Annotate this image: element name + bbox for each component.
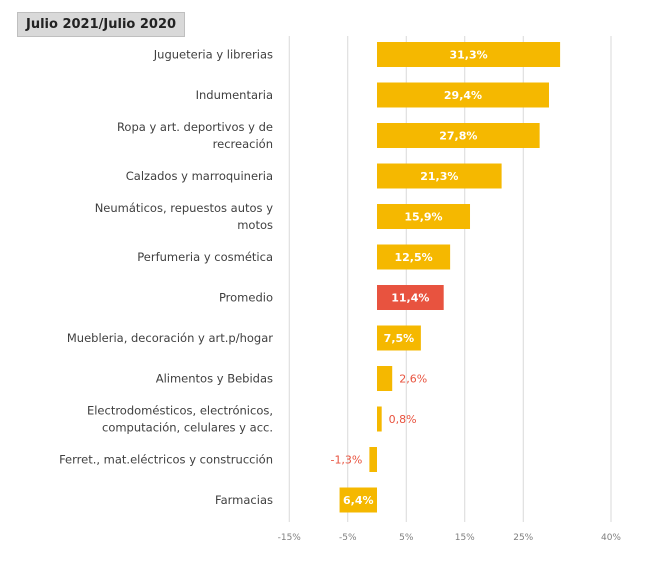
data-label-10: -1,3%: [330, 454, 362, 467]
bar-3: [377, 163, 502, 189]
x-axis-ticks: -15% -5% 5% 15% 25% 40%: [278, 533, 622, 543]
bar-1: [377, 82, 549, 108]
data-label-4: 15,9%: [404, 211, 442, 224]
bar-2: [377, 123, 540, 148]
category-label-line: Perfumeria y cosmética: [137, 250, 273, 264]
x-tick-label-0: -15%: [278, 533, 302, 543]
data-label-0: 31,3%: [449, 49, 487, 62]
category-label-4: Neumáticos, repuestos autos y motos: [95, 201, 274, 232]
category-label-6: Promedio: [219, 291, 273, 305]
data-label-5: 12,5%: [394, 251, 432, 264]
data-label-6: 11,4%: [391, 292, 429, 305]
category-label-line: Indumentaria: [196, 88, 273, 102]
category-labels: Jugueteria y librerias Indumentaria Ropa y…: [59, 48, 273, 508]
bar-7: [377, 325, 421, 351]
bar-5: [377, 244, 451, 270]
category-label-11: Farmacias: [215, 493, 273, 507]
x-tick-label-1: -5%: [339, 533, 357, 543]
category-label-1: Indumentaria: [196, 88, 273, 102]
category-label-line: Electrodomésticos, electrónicos,: [87, 404, 273, 418]
category-label-line: Ferret., mat.eléctricos y construcción: [59, 453, 273, 467]
gridlines: [288, 36, 612, 522]
bar-4: [377, 204, 471, 229]
chart-title: Julio 2021/Julio 2020: [17, 12, 186, 37]
data-label-7: 7,5%: [384, 332, 415, 345]
x-tick-label-4: 25%: [513, 533, 533, 543]
category-label-10: Ferret., mat.eléctricos y construcción: [59, 453, 273, 467]
category-label-2: Ropa y art. deportivos y de recreación: [117, 120, 273, 151]
bar-10: [369, 447, 377, 472]
category-label-line: computación, celulares y acc.: [102, 421, 273, 435]
data-label-3: 21,3%: [420, 170, 458, 183]
bar-6: [377, 285, 444, 310]
category-label-line: motos: [237, 218, 273, 232]
bar-11: [339, 487, 377, 513]
category-label-0: Jugueteria y librerias: [153, 48, 273, 62]
category-label-line: recreación: [213, 137, 273, 151]
category-label-line: Calzados y marroquineria: [126, 169, 273, 183]
x-tick-label-3: 15%: [455, 533, 475, 543]
data-label-1: 29,4%: [444, 89, 482, 102]
bar-8: [377, 366, 393, 391]
bar-9: [377, 406, 382, 432]
category-label-line: Alimentos y Bebidas: [156, 372, 273, 386]
data-label-8: 2,6%: [399, 373, 427, 386]
category-label-line: Neumáticos, repuestos autos y: [95, 201, 274, 215]
x-tick-label-5: 40%: [601, 533, 621, 543]
bar-0: [377, 42, 561, 67]
bars: [339, 42, 561, 513]
category-label-8: Alimentos y Bebidas: [156, 372, 273, 386]
category-label-line: Promedio: [219, 291, 273, 305]
category-label-3: Calzados y marroquineria: [126, 169, 273, 183]
category-label-line: Farmacias: [215, 493, 273, 507]
category-label-7: Muebleria, decoración y art.p/hogar: [67, 331, 273, 345]
category-label-line: Muebleria, decoración y art.p/hogar: [67, 331, 273, 345]
data-label-9: 0,8%: [389, 413, 417, 426]
data-labels: 31,3% 29,4% 27,8% 21,3% 15,9% 12,5% 11,4% 7,5% 2…: [330, 49, 487, 508]
category-label-line: Jugueteria y librerias: [153, 48, 273, 62]
data-label-11: 6,4%: [343, 494, 374, 507]
data-label-2: 27,8%: [439, 130, 477, 143]
category-label-line: Ropa y art. deportivos y de: [117, 120, 273, 134]
category-label-5: Perfumeria y cosmética: [137, 250, 273, 264]
x-tick-label-2: 5%: [399, 533, 414, 543]
category-label-9: Electrodomésticos, electrónicos, computac…: [87, 404, 273, 435]
